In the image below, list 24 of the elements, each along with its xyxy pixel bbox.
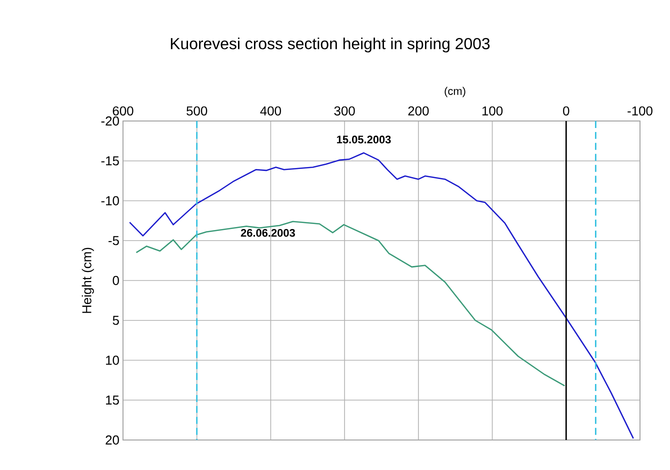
x-tick-label: 600: [112, 106, 134, 116]
x-tick-label: -100: [628, 106, 652, 116]
x-tick-label: 100: [482, 106, 503, 116]
y-tick-label: 10: [106, 356, 119, 365]
line-series: [128, 152, 634, 440]
y-tick-label: 15: [106, 396, 119, 405]
line-series: [136, 220, 566, 386]
chart-title: Kuorevesi cross section height in spring 2003: [170, 38, 490, 52]
x-tick-label: 300: [334, 106, 355, 116]
series-label: 15.05.2003: [337, 136, 391, 144]
series-label: 26.06.2003: [240, 229, 295, 237]
y-tick-label: -5: [108, 236, 119, 246]
y-tick-label: -20: [101, 116, 119, 126]
y-tick-label: 0: [112, 276, 119, 286]
y-tick-label: 5: [112, 316, 119, 325]
x-tick-label: 0: [563, 106, 570, 116]
y-tick-label: -15: [101, 156, 119, 166]
x-tick-label: 400: [260, 106, 282, 116]
x-tick-label: 500: [186, 106, 208, 116]
x-tick-label: 200: [408, 106, 429, 116]
x-axis-title: (cm): [444, 86, 466, 98]
y-axis-title: Height (cm): [82, 248, 94, 313]
y-tick-label: -10: [101, 196, 119, 206]
y-tick-label: 20: [106, 435, 119, 445]
